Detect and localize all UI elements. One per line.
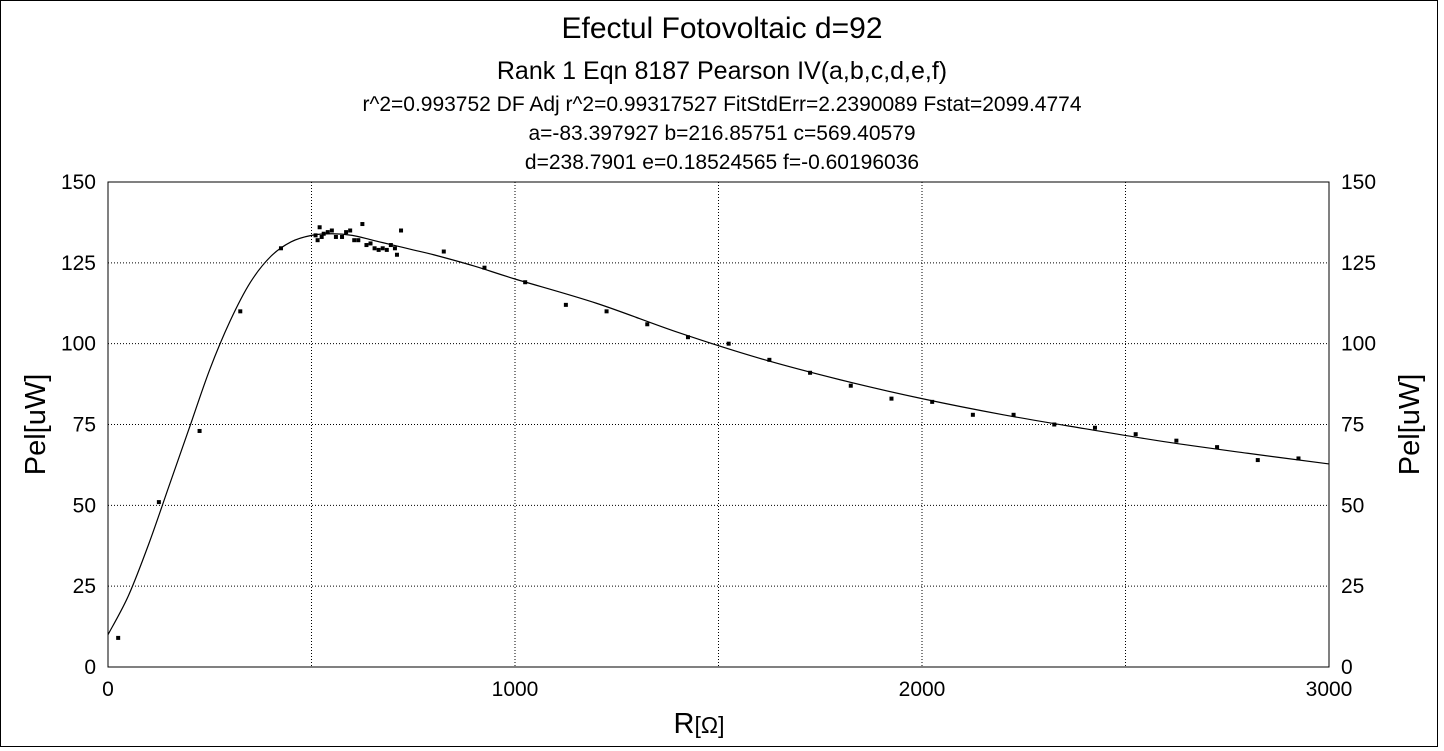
data-point <box>317 225 322 230</box>
data-point <box>808 370 813 375</box>
y-tick-label-left: 25 <box>73 575 96 598</box>
chart-subtitle: Rank 1 Eqn 8187 Pearson IV(a,b,c,d,e,f) <box>496 57 948 85</box>
data-point <box>889 396 894 401</box>
y-tick-label-right: 25 <box>1341 575 1364 598</box>
data-point <box>372 246 377 251</box>
data-point <box>930 399 935 404</box>
fit-parameters-line: d=238.7901 e=0.18524565 f=-0.60196036 <box>524 151 920 174</box>
data-point <box>384 247 389 252</box>
data-point <box>340 234 345 239</box>
data-point <box>563 302 568 307</box>
data-point <box>376 247 381 252</box>
data-point <box>1296 456 1301 461</box>
y-tick-label-right: 75 <box>1341 414 1364 437</box>
data-point <box>685 335 690 340</box>
data-point <box>1011 412 1016 417</box>
data-point <box>313 233 318 238</box>
data-point <box>380 246 385 251</box>
data-point <box>523 280 528 285</box>
data-point <box>356 238 361 243</box>
data-point <box>1052 422 1057 427</box>
data-point <box>321 231 326 236</box>
x-axis-label: R <box>674 708 695 740</box>
y-tick-label-left: 0 <box>84 656 96 679</box>
data-point <box>352 238 357 243</box>
data-point <box>348 228 353 233</box>
x-tick-label: 1000 <box>492 678 539 701</box>
y-tick-label-left: 50 <box>73 494 96 517</box>
fit-parameters-line: a=-83.397927 b=216.85751 c=569.40579 <box>528 122 916 145</box>
data-point <box>604 309 609 314</box>
chart-title: Efectul Fotovoltaic d=92 <box>561 12 883 45</box>
x-tick-label: 0 <box>102 678 114 701</box>
data-point <box>116 635 121 640</box>
data-point <box>344 230 349 235</box>
y-tick-label-right: 150 <box>1341 171 1376 194</box>
data-point <box>399 228 404 233</box>
data-point <box>726 341 731 346</box>
y-tick-label-right: 125 <box>1341 252 1376 275</box>
data-point <box>278 246 283 251</box>
data-point <box>1174 438 1179 443</box>
x-tick-label: 2000 <box>899 678 946 701</box>
data-point <box>1092 425 1097 430</box>
data-point <box>333 234 338 239</box>
data-point <box>1255 458 1260 463</box>
y-tick-label-left: 150 <box>61 171 96 194</box>
y-tick-label-right: 50 <box>1341 494 1364 517</box>
y-tick-label-left: 75 <box>73 414 96 437</box>
y-tick-label-right: 0 <box>1341 656 1353 679</box>
data-point <box>364 243 369 248</box>
data-point <box>1133 432 1138 437</box>
data-point <box>392 246 397 251</box>
y-axis-label-right: Pel[uW] <box>1394 374 1426 476</box>
data-point <box>394 252 399 257</box>
x-axis-unit: [Ω] <box>695 712 725 738</box>
data-point <box>197 428 202 433</box>
x-tick-label: 3000 <box>1306 678 1353 701</box>
fit-curve <box>107 233 1330 635</box>
y-tick-label-right: 100 <box>1341 333 1376 356</box>
data-point <box>325 230 330 235</box>
data-point <box>319 234 324 239</box>
data-point <box>368 241 373 246</box>
y-axis-label-left: Pel[uW] <box>20 374 52 476</box>
data-point <box>315 238 320 243</box>
data-point <box>360 222 365 227</box>
data-point <box>238 309 243 314</box>
data-point <box>388 243 393 248</box>
data-point <box>767 357 772 362</box>
data-point <box>970 412 975 417</box>
fit-statistics-line: r^2=0.993752 DF Adj r^2=0.99317527 FitSt… <box>362 93 1082 116</box>
data-point <box>645 322 650 327</box>
data-point <box>1215 445 1220 450</box>
data-point <box>156 500 161 505</box>
data-point <box>441 249 446 254</box>
data-point <box>329 228 334 233</box>
y-tick-label-left: 125 <box>61 252 96 275</box>
data-point <box>482 265 487 270</box>
y-tick-label-left: 100 <box>61 333 96 356</box>
data-point <box>848 383 853 388</box>
